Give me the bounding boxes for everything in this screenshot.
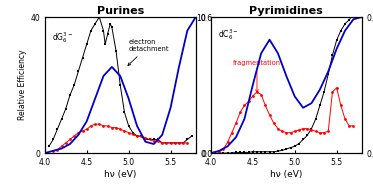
X-axis label: hν (eV): hν (eV): [104, 170, 137, 179]
Text: electron
detachment: electron detachment: [128, 39, 169, 65]
Text: fragmentation: fragmentation: [233, 60, 281, 92]
Text: dG$_6^{3-}$: dG$_6^{3-}$: [52, 30, 73, 45]
Y-axis label: Relative Efficiency: Relative Efficiency: [18, 50, 27, 120]
X-axis label: hν (eV): hν (eV): [270, 170, 303, 179]
Text: dC$_6^{3-}$: dC$_6^{3-}$: [218, 27, 239, 42]
Title: Purines: Purines: [97, 6, 144, 16]
Title: Pyrimidines: Pyrimidines: [250, 6, 323, 16]
